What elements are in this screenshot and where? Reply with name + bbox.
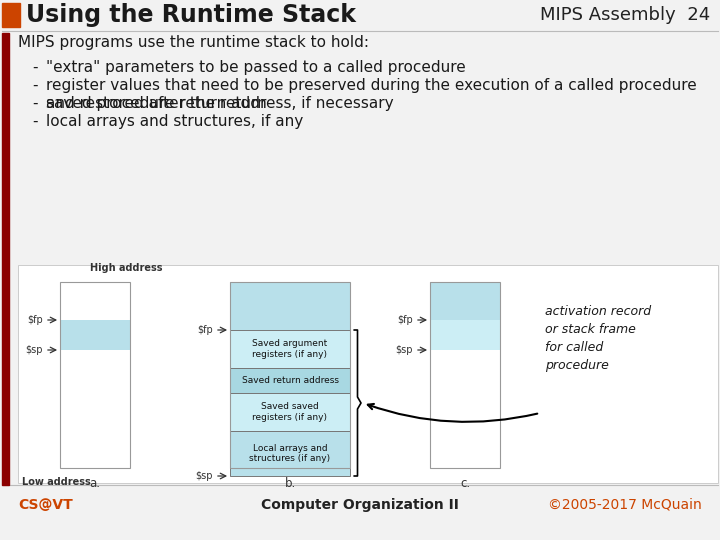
- Text: -: -: [32, 78, 37, 93]
- Text: Local arrays and
structures (if any): Local arrays and structures (if any): [249, 444, 330, 463]
- Bar: [230, 393, 350, 431]
- Bar: [430, 282, 500, 320]
- Text: -: -: [32, 96, 37, 111]
- Text: Low address: Low address: [22, 477, 91, 487]
- Text: activation record
or stack frame
for called
procedure: activation record or stack frame for cal…: [545, 305, 651, 372]
- Bar: [2, 3, 20, 27]
- Bar: [230, 368, 350, 393]
- Text: High address: High address: [90, 263, 163, 273]
- Text: and restored after the return: and restored after the return: [46, 96, 266, 111]
- Text: -: -: [32, 114, 37, 129]
- Text: b.: b.: [284, 477, 296, 490]
- Text: Using the Runtime Stack: Using the Runtime Stack: [26, 3, 356, 27]
- Text: register values that need to be preserved during the execution of a called proce: register values that need to be preserve…: [46, 78, 697, 93]
- Text: a.: a.: [89, 477, 101, 490]
- Text: $sp: $sp: [25, 345, 43, 355]
- Text: c.: c.: [460, 477, 470, 490]
- Text: saved procedure return address, if necessary: saved procedure return address, if neces…: [46, 96, 394, 111]
- Bar: [2, 33, 9, 485]
- Text: Saved return address: Saved return address: [241, 376, 338, 385]
- Bar: [18, 265, 718, 483]
- Text: $sp: $sp: [196, 471, 213, 481]
- Bar: [60, 320, 130, 350]
- Text: Saved argument
registers (if any): Saved argument registers (if any): [253, 339, 328, 359]
- Text: MIPS programs use the runtime stack to hold:: MIPS programs use the runtime stack to h…: [18, 35, 369, 50]
- Bar: [230, 282, 350, 468]
- Text: "extra" parameters to be passed to a called procedure: "extra" parameters to be passed to a cal…: [46, 60, 466, 75]
- Text: local arrays and structures, if any: local arrays and structures, if any: [46, 114, 303, 129]
- Bar: [230, 330, 350, 368]
- Bar: [230, 368, 350, 393]
- Bar: [230, 431, 350, 476]
- Bar: [60, 282, 130, 468]
- Text: CS@VT: CS@VT: [18, 498, 73, 512]
- Bar: [430, 320, 500, 350]
- Bar: [430, 282, 500, 468]
- Text: ©2005-2017 McQuain: ©2005-2017 McQuain: [548, 498, 702, 512]
- Bar: [230, 393, 350, 431]
- Bar: [230, 282, 350, 330]
- Bar: [230, 431, 350, 476]
- Text: -: -: [32, 60, 37, 75]
- Text: $fp: $fp: [397, 315, 413, 325]
- Bar: [230, 330, 350, 368]
- Text: $fp: $fp: [197, 325, 213, 335]
- Text: Saved saved
registers (if any): Saved saved registers (if any): [253, 402, 328, 422]
- Text: $fp: $fp: [27, 315, 43, 325]
- Text: Computer Organization II: Computer Organization II: [261, 498, 459, 512]
- Text: $sp: $sp: [395, 345, 413, 355]
- Text: MIPS Assembly  24: MIPS Assembly 24: [540, 6, 710, 24]
